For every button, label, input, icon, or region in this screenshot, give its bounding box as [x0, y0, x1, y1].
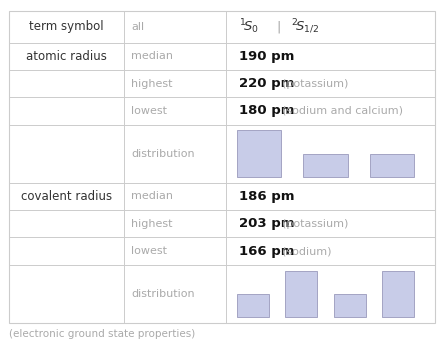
Bar	[237, 130, 281, 177]
Text: 220 pm: 220 pm	[239, 77, 294, 90]
Text: |: |	[277, 20, 281, 33]
Text: 166 pm: 166 pm	[239, 245, 294, 258]
Text: atomic radius: atomic radius	[26, 50, 107, 63]
Bar	[333, 294, 366, 317]
Text: 186 pm: 186 pm	[239, 190, 294, 203]
Text: (potassium): (potassium)	[275, 219, 348, 229]
Text: 203 pm: 203 pm	[239, 217, 294, 230]
Bar	[303, 154, 348, 177]
Text: (sodium): (sodium)	[275, 246, 331, 256]
Text: (electronic ground state properties): (electronic ground state properties)	[9, 329, 195, 339]
Text: 190 pm: 190 pm	[239, 50, 294, 63]
Text: 180 pm: 180 pm	[239, 104, 294, 117]
Text: (potassium): (potassium)	[275, 78, 348, 89]
Text: covalent radius: covalent radius	[21, 190, 112, 203]
Bar	[9, 11, 435, 323]
Text: (sodium and calcium): (sodium and calcium)	[275, 106, 403, 116]
Text: highest: highest	[131, 78, 173, 89]
Text: distribution: distribution	[131, 289, 195, 299]
Text: all: all	[131, 22, 144, 32]
Bar	[382, 270, 414, 317]
Bar	[370, 154, 414, 177]
Text: median: median	[131, 191, 173, 201]
Text: distribution: distribution	[131, 149, 195, 159]
Text: median: median	[131, 51, 173, 61]
Text: $^1\!S_0$: $^1\!S_0$	[239, 17, 259, 36]
Text: lowest: lowest	[131, 246, 167, 256]
Text: lowest: lowest	[131, 106, 167, 116]
Bar	[285, 270, 317, 317]
Text: term symbol: term symbol	[29, 20, 104, 33]
Text: $^2\!S_{1/2}$: $^2\!S_{1/2}$	[291, 17, 319, 36]
Text: highest: highest	[131, 219, 173, 229]
Bar	[237, 294, 269, 317]
